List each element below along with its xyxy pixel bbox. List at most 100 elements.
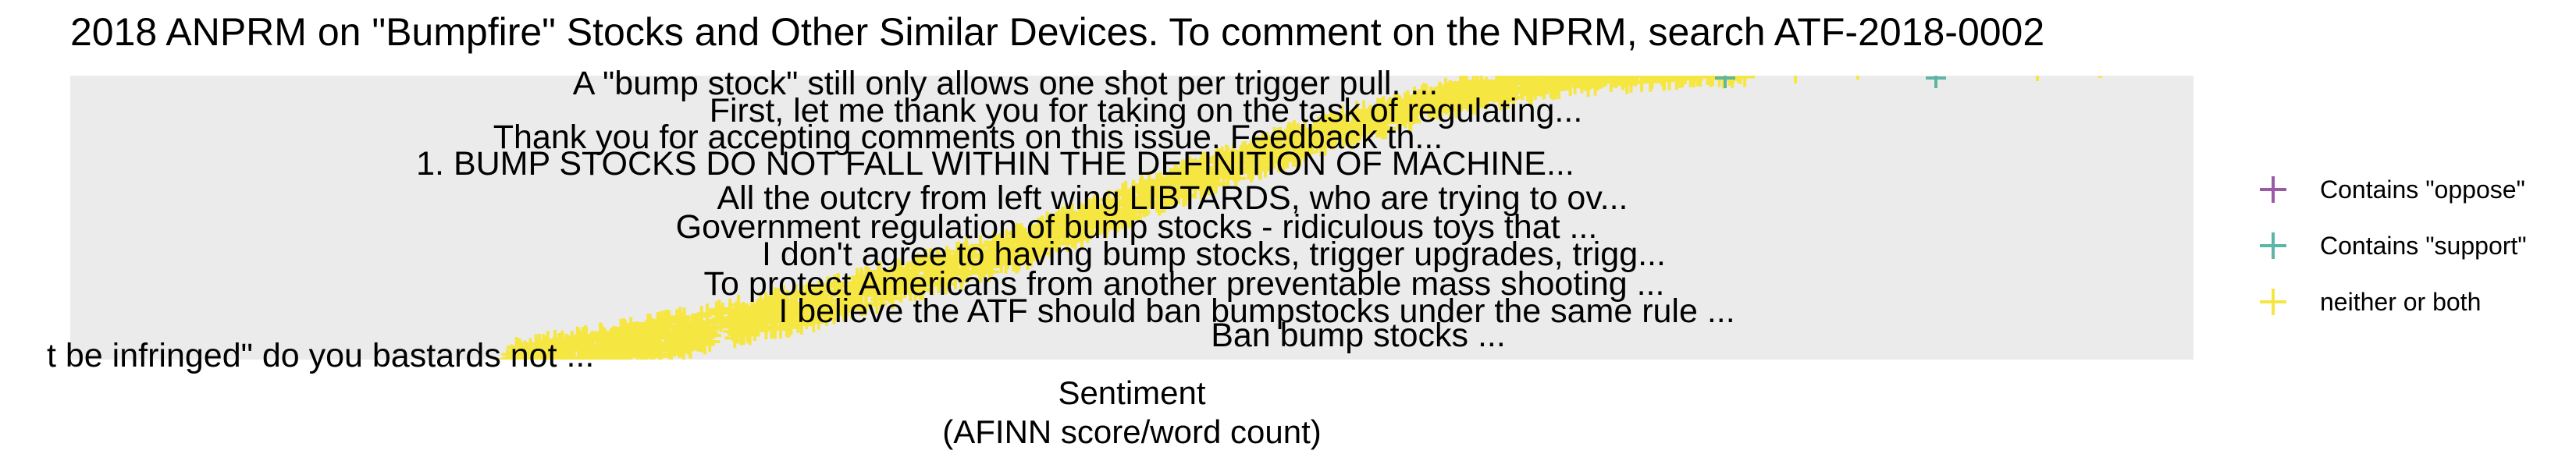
data-point	[1695, 52, 1716, 73]
data-point	[1674, 52, 1694, 73]
data-point	[603, 353, 607, 360]
comment-label: All the outcry from left wing LIBTARDS, …	[717, 179, 1628, 217]
data-point	[534, 353, 538, 360]
data-point	[746, 308, 767, 329]
data-point	[984, 240, 1005, 261]
data-point	[542, 353, 546, 360]
data-point	[1241, 140, 1262, 161]
data-point	[1674, 54, 1694, 74]
comment-label: First, let me thank you for taking on th…	[710, 92, 1583, 129]
data-point	[1724, 76, 1742, 84]
data-point	[1424, 90, 1445, 112]
data-point	[1694, 76, 1698, 78]
data-point	[1541, 76, 1545, 79]
data-point	[1208, 148, 1229, 169]
data-point	[1656, 76, 1660, 78]
data-point	[1596, 76, 1600, 77]
data-point	[1716, 55, 1736, 75]
data-point	[1926, 76, 1946, 88]
data-point	[1246, 142, 1267, 163]
data-point	[1296, 135, 1317, 156]
data-point	[1533, 76, 1554, 93]
comment-label: To protect Americans from another preven…	[704, 265, 1665, 303]
data-point	[525, 351, 528, 360]
data-point	[1606, 76, 1610, 79]
data-point	[532, 353, 536, 360]
data-point	[1662, 51, 1682, 71]
data-point	[1695, 52, 1716, 73]
data-point	[587, 335, 608, 356]
data-point	[2036, 76, 2039, 81]
data-point	[1083, 207, 1104, 229]
data-point	[1489, 84, 1510, 105]
data-point	[518, 351, 522, 360]
data-point	[571, 353, 575, 360]
data-point	[1273, 150, 1294, 171]
data-point	[937, 250, 958, 271]
data-point	[1044, 227, 1066, 248]
data-point	[1739, 76, 1742, 81]
data-point	[1643, 76, 1647, 82]
data-point	[1699, 76, 1703, 77]
data-point	[1727, 76, 1731, 79]
comment-label: Thank you for accepting comments on this…	[493, 119, 1443, 156]
comment-labels: A "bump stock" still only allows one sho…	[47, 65, 1735, 374]
data-point	[1701, 52, 1721, 73]
legend-plus-icon	[2260, 176, 2286, 203]
data-point	[980, 250, 1002, 271]
data-point	[820, 298, 841, 319]
data-point	[1105, 190, 1126, 211]
data-point	[616, 346, 637, 360]
data-point	[802, 294, 823, 315]
data-point	[1563, 76, 1567, 83]
data-point	[1435, 88, 1456, 109]
data-point	[1097, 213, 1118, 234]
data-point	[600, 356, 604, 360]
data-point	[1647, 54, 1667, 74]
data-point	[583, 349, 604, 360]
data-point	[1614, 55, 1635, 76]
data-point	[688, 331, 710, 352]
data-point	[1011, 223, 1032, 244]
data-point	[1470, 80, 1491, 101]
legend: Contains "oppose" Contains "support" neith…	[2260, 176, 2527, 316]
data-point	[1493, 87, 1514, 108]
chart-title: 2018 ANPRM on "Bumpfire" Stocks and Othe…	[70, 10, 2044, 54]
data-point	[1706, 54, 1727, 74]
data-point	[1064, 222, 1085, 243]
data-point	[1712, 76, 1716, 77]
data-point	[1733, 76, 1737, 77]
data-point	[577, 351, 581, 360]
data-point	[1328, 119, 1349, 140]
data-point	[1603, 76, 1606, 80]
data-point	[1279, 126, 1300, 147]
data-point	[1653, 76, 1657, 78]
data-point	[1189, 170, 1210, 191]
data-point	[571, 331, 592, 352]
data-point	[1585, 76, 1606, 87]
data-point	[1028, 218, 1049, 239]
data-point	[1786, 76, 1805, 83]
data-point	[756, 319, 777, 340]
data-point	[2098, 76, 2101, 78]
data-point	[1640, 76, 1661, 92]
data-point	[502, 348, 523, 360]
data-point	[723, 321, 744, 342]
data-point	[970, 235, 991, 256]
data-point	[1706, 53, 1727, 73]
data-point	[674, 326, 695, 347]
data-point	[930, 265, 952, 286]
data-point	[1581, 76, 1602, 89]
data-point	[1347, 112, 1368, 133]
comment-label: 1. BUMP STOCKS DO NOT FALL WITHIN THE DE…	[416, 145, 1574, 183]
data-point	[709, 300, 730, 321]
data-point	[1633, 52, 1653, 73]
legend-label: neither or both	[2320, 288, 2481, 316]
data-point	[941, 260, 962, 281]
data-point	[1715, 76, 1735, 88]
data-point	[1400, 101, 1421, 122]
data-point	[1725, 54, 1745, 74]
legend-plus-icon	[2260, 289, 2286, 315]
data-point	[1650, 55, 1670, 76]
data-point	[706, 301, 727, 322]
